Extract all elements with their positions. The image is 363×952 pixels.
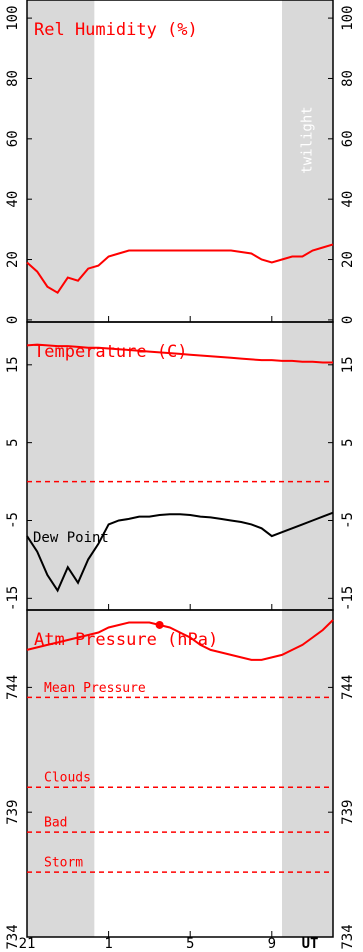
twilight-region xyxy=(282,0,333,937)
y-tick-label: 40 xyxy=(5,191,21,208)
twilight-label: twilight xyxy=(300,106,316,173)
y-tick-label: 20 xyxy=(5,251,21,268)
y-tick-label-right: 40 xyxy=(340,191,356,208)
x-axis-label: UT xyxy=(302,936,319,952)
y-tick-label-right: 0 xyxy=(340,316,356,324)
reference-label: Mean Pressure xyxy=(44,681,146,696)
y-tick-label-right: -5 xyxy=(340,512,356,529)
reference-label: Storm xyxy=(44,856,83,871)
y-tick-label-right: 744 xyxy=(340,675,356,700)
y-tick-label: 60 xyxy=(5,130,21,147)
y-tick-label: 0 xyxy=(5,316,21,324)
panel-title: Rel Humidity (%) xyxy=(34,20,198,40)
y-tick-label: -15 xyxy=(5,586,21,611)
reference-label: Clouds xyxy=(44,771,91,786)
data-line xyxy=(26,243,334,295)
twilight-region xyxy=(27,0,95,937)
data-line xyxy=(26,619,334,661)
y-tick-label-right: 20 xyxy=(340,251,356,268)
panel-title: Temperature (C) xyxy=(34,342,188,362)
y-tick-label-right: 80 xyxy=(340,70,356,87)
highlight-point xyxy=(155,620,164,629)
y-tick-label: 734 xyxy=(5,924,21,949)
y-tick-label: 100 xyxy=(5,5,21,30)
y-tick-label-right: 734 xyxy=(340,924,356,949)
y-tick-label-right: 100 xyxy=(340,5,356,30)
y-tick-label-right: 60 xyxy=(340,130,356,147)
y-tick-label: 744 xyxy=(5,675,21,700)
data-line xyxy=(26,511,334,593)
series-label: Dew Point xyxy=(33,530,109,546)
y-tick-label-right: 5 xyxy=(340,438,356,446)
y-tick-label: 80 xyxy=(5,70,21,87)
x-tick-label: 5 xyxy=(186,936,194,952)
reference-label: Bad xyxy=(44,816,67,831)
y-tick-label: 739 xyxy=(5,800,21,825)
panel-title: Atm Pressure (hPa) xyxy=(34,630,218,650)
y-tick-label-right: 739 xyxy=(340,800,356,825)
panel-frame xyxy=(26,609,334,938)
x-tick-label: 1 xyxy=(104,936,112,952)
x-tick-label: 21 xyxy=(19,936,36,952)
y-tick-label: 5 xyxy=(5,438,21,446)
y-tick-label: 15 xyxy=(5,356,21,373)
y-tick-label-right: 15 xyxy=(340,356,356,373)
data-line xyxy=(26,343,333,364)
y-tick-label: -5 xyxy=(5,512,21,529)
x-tick-label: 9 xyxy=(268,936,276,952)
y-tick-label-right: -15 xyxy=(340,586,356,611)
